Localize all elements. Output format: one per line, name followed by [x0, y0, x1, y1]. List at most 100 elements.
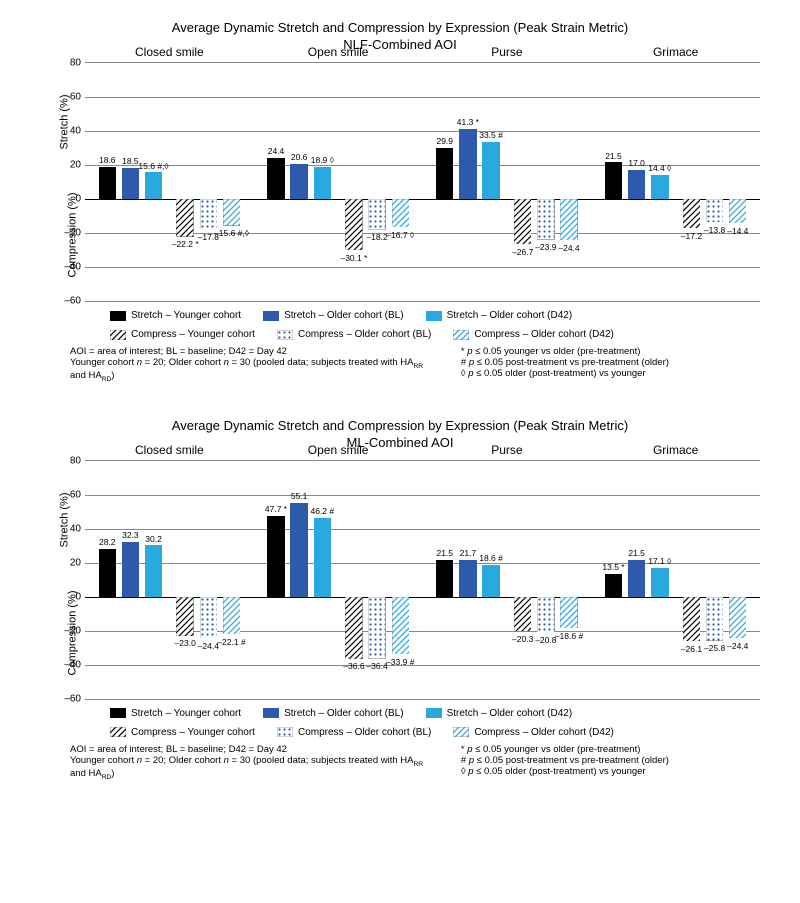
value-label: 55.1 — [291, 491, 308, 501]
plot-area: Stretch (%)Compression (%)–60–40–2002040… — [85, 62, 760, 302]
bar-c_y — [683, 199, 700, 228]
bar-s_bl — [290, 164, 307, 199]
bar-c_bl — [706, 199, 723, 222]
p-italic: p — [468, 368, 476, 379]
group: Closed smile28.232.330.2–23.0–24.4–22.1 … — [85, 461, 254, 699]
value-label: –23.0 — [175, 638, 196, 648]
value-label: 32.3 — [122, 530, 139, 540]
significance-note: ◊ p ≤ 0.05 older (post-treatment) vs you… — [461, 368, 770, 379]
p-italic: p — [469, 755, 477, 766]
group-label: Grimace — [591, 45, 760, 59]
significance-note: # p ≤ 0.05 post-treatment vs pre-treatme… — [461, 755, 770, 766]
bars: 13.5 *21.517.1 ◊–26.1–25.8–24.4 — [605, 461, 747, 699]
txt: = 30 (pooled data; subjects treated with… — [229, 755, 414, 766]
txt: # — [461, 755, 469, 766]
bar-s_d — [314, 518, 331, 597]
txt: ) — [111, 768, 114, 779]
legend-swatch — [277, 727, 293, 737]
y-tick: 40 — [57, 523, 81, 534]
value-label: –25.8 — [704, 643, 725, 653]
footnotes: AOI = area of interest; BL = baseline; D… — [70, 744, 770, 781]
txt: and HA — [70, 768, 102, 779]
value-label: 18.5 — [122, 156, 139, 166]
group-label: Purse — [423, 443, 592, 457]
p-italic: p — [467, 346, 475, 357]
bar-s_bl — [628, 170, 645, 199]
plot: –60–40–20020406080Closed smile28.232.330… — [85, 460, 760, 700]
group: Grimace13.5 *21.517.1 ◊–26.1–25.8–24.4 — [591, 461, 760, 699]
bar-s_d — [482, 142, 499, 199]
significance-note: # p ≤ 0.05 post-treatment vs pre-treatme… — [461, 357, 770, 368]
legend-label: Compress – Younger cohort — [131, 727, 255, 738]
legend-item: Compress – Older cohort (D42) — [453, 727, 614, 738]
bars: 21.517.014.4 ◊–17.2–13.8–14.4 — [605, 63, 747, 301]
y-tick: 20 — [57, 160, 81, 171]
txt: and HA — [70, 370, 102, 381]
footnote-abbrev: AOI = area of interest; BL = baseline; D… — [70, 744, 441, 755]
bar-s_y — [605, 574, 622, 597]
sub: RD — [102, 376, 112, 383]
significance-note: * p ≤ 0.05 younger vs older (pre-treatme… — [461, 744, 770, 755]
legend-swatch — [110, 727, 126, 737]
footnote-right: * p ≤ 0.05 younger vs older (pre-treatme… — [461, 744, 770, 781]
p-italic: p — [468, 766, 476, 777]
value-label: 21.7 — [460, 548, 477, 558]
bar-c_y — [345, 597, 362, 659]
txt: = 20; Older cohort — [142, 755, 224, 766]
bar-c_d — [223, 199, 240, 226]
legend-item: Stretch – Older cohort (BL) — [263, 708, 404, 719]
bar-c_bl — [706, 597, 723, 641]
bar-s_bl — [459, 560, 476, 597]
group-label: Closed smile — [85, 443, 254, 457]
bar-s_y — [99, 549, 116, 597]
value-label: –26.7 — [512, 247, 533, 257]
txt: ≤ 0.05 younger vs older (pre-treatment) — [475, 346, 640, 357]
groups: Closed smile28.232.330.2–23.0–24.4–22.1 … — [85, 461, 760, 699]
bar-c_bl — [537, 199, 554, 240]
y-tick: 80 — [57, 455, 81, 466]
bar-c_d — [560, 199, 577, 240]
bar-c_y — [345, 199, 362, 250]
bar-s_bl — [459, 129, 476, 199]
bar-c_d — [560, 597, 577, 629]
value-label: –13.8 — [704, 225, 725, 235]
legend-item: Stretch – Younger cohort — [110, 708, 241, 719]
legend-swatch — [110, 330, 126, 340]
value-label: 17.0 — [628, 158, 645, 168]
footnote-left: AOI = area of interest; BL = baseline; D… — [70, 346, 441, 383]
legend-label: Stretch – Younger cohort — [131, 310, 241, 321]
legend-label: Compress – Older cohort (D42) — [474, 727, 614, 738]
bar-s_bl — [122, 168, 139, 199]
plot: –60–40–20020406080Closed smile18.618.515… — [85, 62, 760, 302]
legend-label: Compress – Younger cohort — [131, 329, 255, 340]
legend: Stretch – Younger cohort Stretch – Older … — [110, 708, 770, 738]
value-label: –24.4 — [558, 243, 579, 253]
group: Open smile24.420.618.9 ◊–30.1 *–18.2–16.… — [254, 63, 423, 301]
bar-s_d — [651, 175, 668, 199]
value-label: –22.2 * — [172, 239, 199, 249]
bar-s_d — [145, 172, 162, 199]
value-label: –26.1 — [681, 644, 702, 654]
value-label: –22.1 # — [217, 637, 245, 647]
p-italic: p — [467, 744, 475, 755]
txt: = 30 (pooled data; subjects treated with… — [229, 357, 414, 368]
value-label: –17.2 — [681, 231, 702, 241]
bar-c_d — [392, 199, 409, 227]
bars: 28.232.330.2–23.0–24.4–22.1 # — [99, 461, 241, 699]
bar-c_bl — [200, 199, 217, 229]
bar-c_y — [176, 199, 193, 237]
y-tick: 60 — [57, 489, 81, 500]
legend-item: Stretch – Older cohort (D42) — [426, 708, 573, 719]
value-label: –20.8 — [535, 635, 556, 645]
groups: Closed smile18.618.515.6 #,◊–22.2 *–17.8… — [85, 63, 760, 301]
bar-s_y — [267, 158, 284, 199]
value-label: 28.2 — [99, 537, 116, 547]
value-label: –16.7 ◊ — [386, 230, 414, 240]
legend-swatch — [426, 311, 442, 321]
value-label: 15.6 #,◊ — [138, 161, 168, 171]
y-tick: –60 — [57, 296, 81, 307]
bars: 29.941.3 *33.5 #–26.7–23.9–24.4 — [436, 63, 578, 301]
y-tick: –20 — [57, 228, 81, 239]
chart-title: Average Dynamic Stretch and Compression … — [30, 418, 770, 433]
group-label: Closed smile — [85, 45, 254, 59]
